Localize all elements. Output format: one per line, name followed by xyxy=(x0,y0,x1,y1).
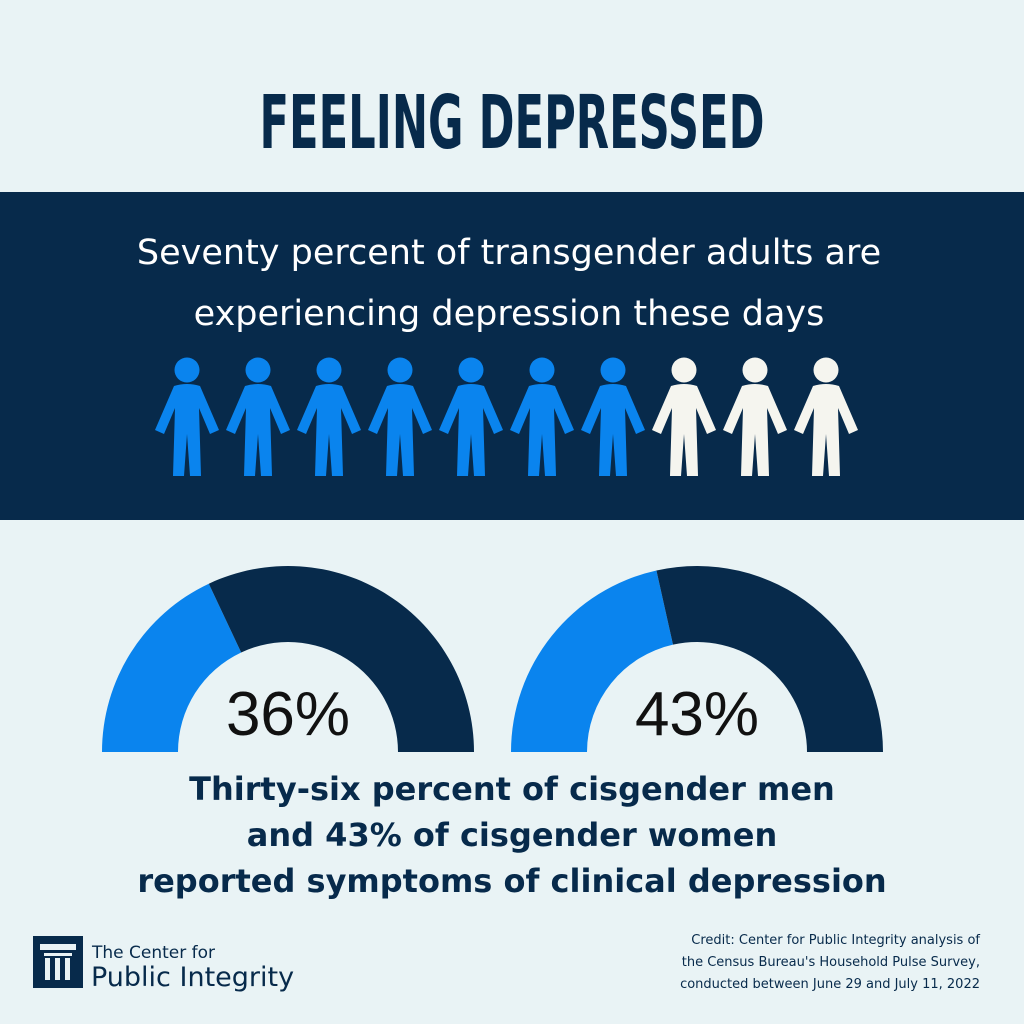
person-head xyxy=(316,357,342,383)
person-body xyxy=(368,384,432,476)
person-body xyxy=(510,384,574,476)
person-head xyxy=(458,357,484,383)
person-icon xyxy=(652,357,716,476)
person-head xyxy=(387,357,413,383)
person-body xyxy=(226,384,290,476)
person-icon xyxy=(510,357,574,476)
logo-text: The Center for xyxy=(91,943,215,963)
person-body xyxy=(794,384,858,476)
person-body xyxy=(155,384,219,476)
person-body xyxy=(652,384,716,476)
person-body xyxy=(297,384,361,476)
person-icon xyxy=(723,357,787,476)
caption: and 43% of cisgender women xyxy=(247,816,777,854)
person-head xyxy=(742,357,768,383)
person-icon xyxy=(368,357,432,476)
banner-text: experiencing depression these days xyxy=(194,294,825,334)
person-icon xyxy=(297,357,361,476)
person-body xyxy=(439,384,503,476)
page-title: FEELING DEPRESSED xyxy=(260,80,765,166)
person-head xyxy=(174,357,200,383)
gauge-rest xyxy=(208,565,474,752)
person-head xyxy=(813,357,839,383)
person-icon xyxy=(226,357,290,476)
banner-text: Seventy percent of transgender adults ar… xyxy=(137,233,881,273)
caption: reported symptoms of clinical depression xyxy=(137,862,886,900)
person-icon xyxy=(155,357,219,476)
gauge-label: 43% xyxy=(635,680,759,749)
person-body xyxy=(581,384,645,476)
banner xyxy=(0,192,1024,520)
caption: Thirty-six percent of cisgender men xyxy=(189,770,835,808)
person-head xyxy=(245,357,271,383)
person-head xyxy=(600,357,626,383)
logo-icon xyxy=(33,936,83,988)
gauge-value xyxy=(102,583,242,752)
person-icon xyxy=(439,357,503,476)
person-icon xyxy=(581,357,645,476)
gauge-rest xyxy=(656,566,883,752)
logo-text: Public Integrity xyxy=(91,962,294,993)
person-body xyxy=(723,384,787,476)
credit: the Census Bureau's Household Pulse Surv… xyxy=(682,955,980,970)
credit: Credit: Center for Public Integrity anal… xyxy=(691,933,980,948)
person-head xyxy=(529,357,555,383)
person-head xyxy=(671,357,697,383)
marks: 36% 43% xyxy=(102,357,883,752)
credit: conducted between June 29 and July 11, 2… xyxy=(680,977,980,992)
gauge-value xyxy=(511,570,674,752)
person-icon xyxy=(794,357,858,476)
gauge-label: 36% xyxy=(226,680,350,749)
